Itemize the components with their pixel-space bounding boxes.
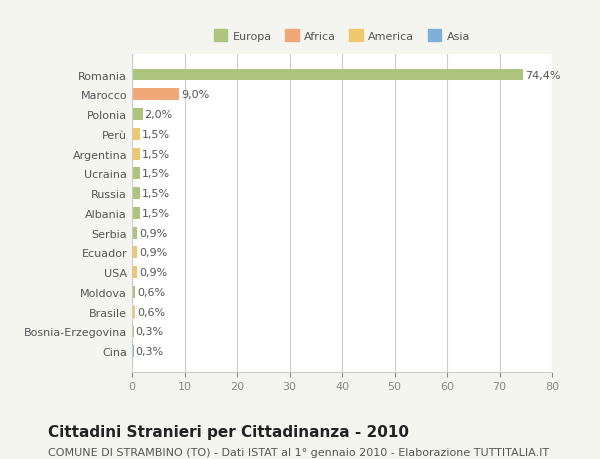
- Bar: [132, 227, 137, 239]
- Text: COMUNE DI STRAMBINO (TO) - Dati ISTAT al 1° gennaio 2010 - Elaborazione TUTTITAL: COMUNE DI STRAMBINO (TO) - Dati ISTAT al…: [48, 448, 549, 458]
- Text: 1,5%: 1,5%: [142, 149, 170, 159]
- Text: 74,4%: 74,4%: [525, 70, 560, 80]
- Text: 0,6%: 0,6%: [137, 307, 166, 317]
- Bar: [132, 109, 143, 121]
- Bar: [132, 188, 140, 200]
- Text: 9,0%: 9,0%: [181, 90, 209, 100]
- Text: 0,3%: 0,3%: [136, 327, 164, 337]
- Bar: [132, 346, 134, 358]
- Text: 1,5%: 1,5%: [142, 189, 170, 199]
- Bar: [132, 148, 140, 160]
- Bar: [132, 69, 523, 81]
- Bar: [132, 207, 140, 219]
- Bar: [132, 286, 135, 298]
- Text: 2,0%: 2,0%: [145, 110, 173, 120]
- Text: 0,9%: 0,9%: [139, 228, 167, 238]
- Bar: [132, 247, 137, 259]
- Bar: [132, 326, 134, 338]
- Bar: [132, 267, 137, 279]
- Text: Cittadini Stranieri per Cittadinanza - 2010: Cittadini Stranieri per Cittadinanza - 2…: [48, 425, 409, 440]
- Text: 1,5%: 1,5%: [142, 208, 170, 218]
- Text: 0,9%: 0,9%: [139, 248, 167, 258]
- Bar: [132, 168, 140, 180]
- Bar: [132, 306, 135, 318]
- Legend: Europa, Africa, America, Asia: Europa, Africa, America, Asia: [209, 26, 475, 46]
- Text: 0,6%: 0,6%: [137, 287, 166, 297]
- Text: 0,3%: 0,3%: [136, 347, 164, 357]
- Bar: [132, 129, 140, 140]
- Text: 1,5%: 1,5%: [142, 129, 170, 140]
- Bar: [132, 89, 179, 101]
- Text: 0,9%: 0,9%: [139, 268, 167, 278]
- Text: 1,5%: 1,5%: [142, 169, 170, 179]
